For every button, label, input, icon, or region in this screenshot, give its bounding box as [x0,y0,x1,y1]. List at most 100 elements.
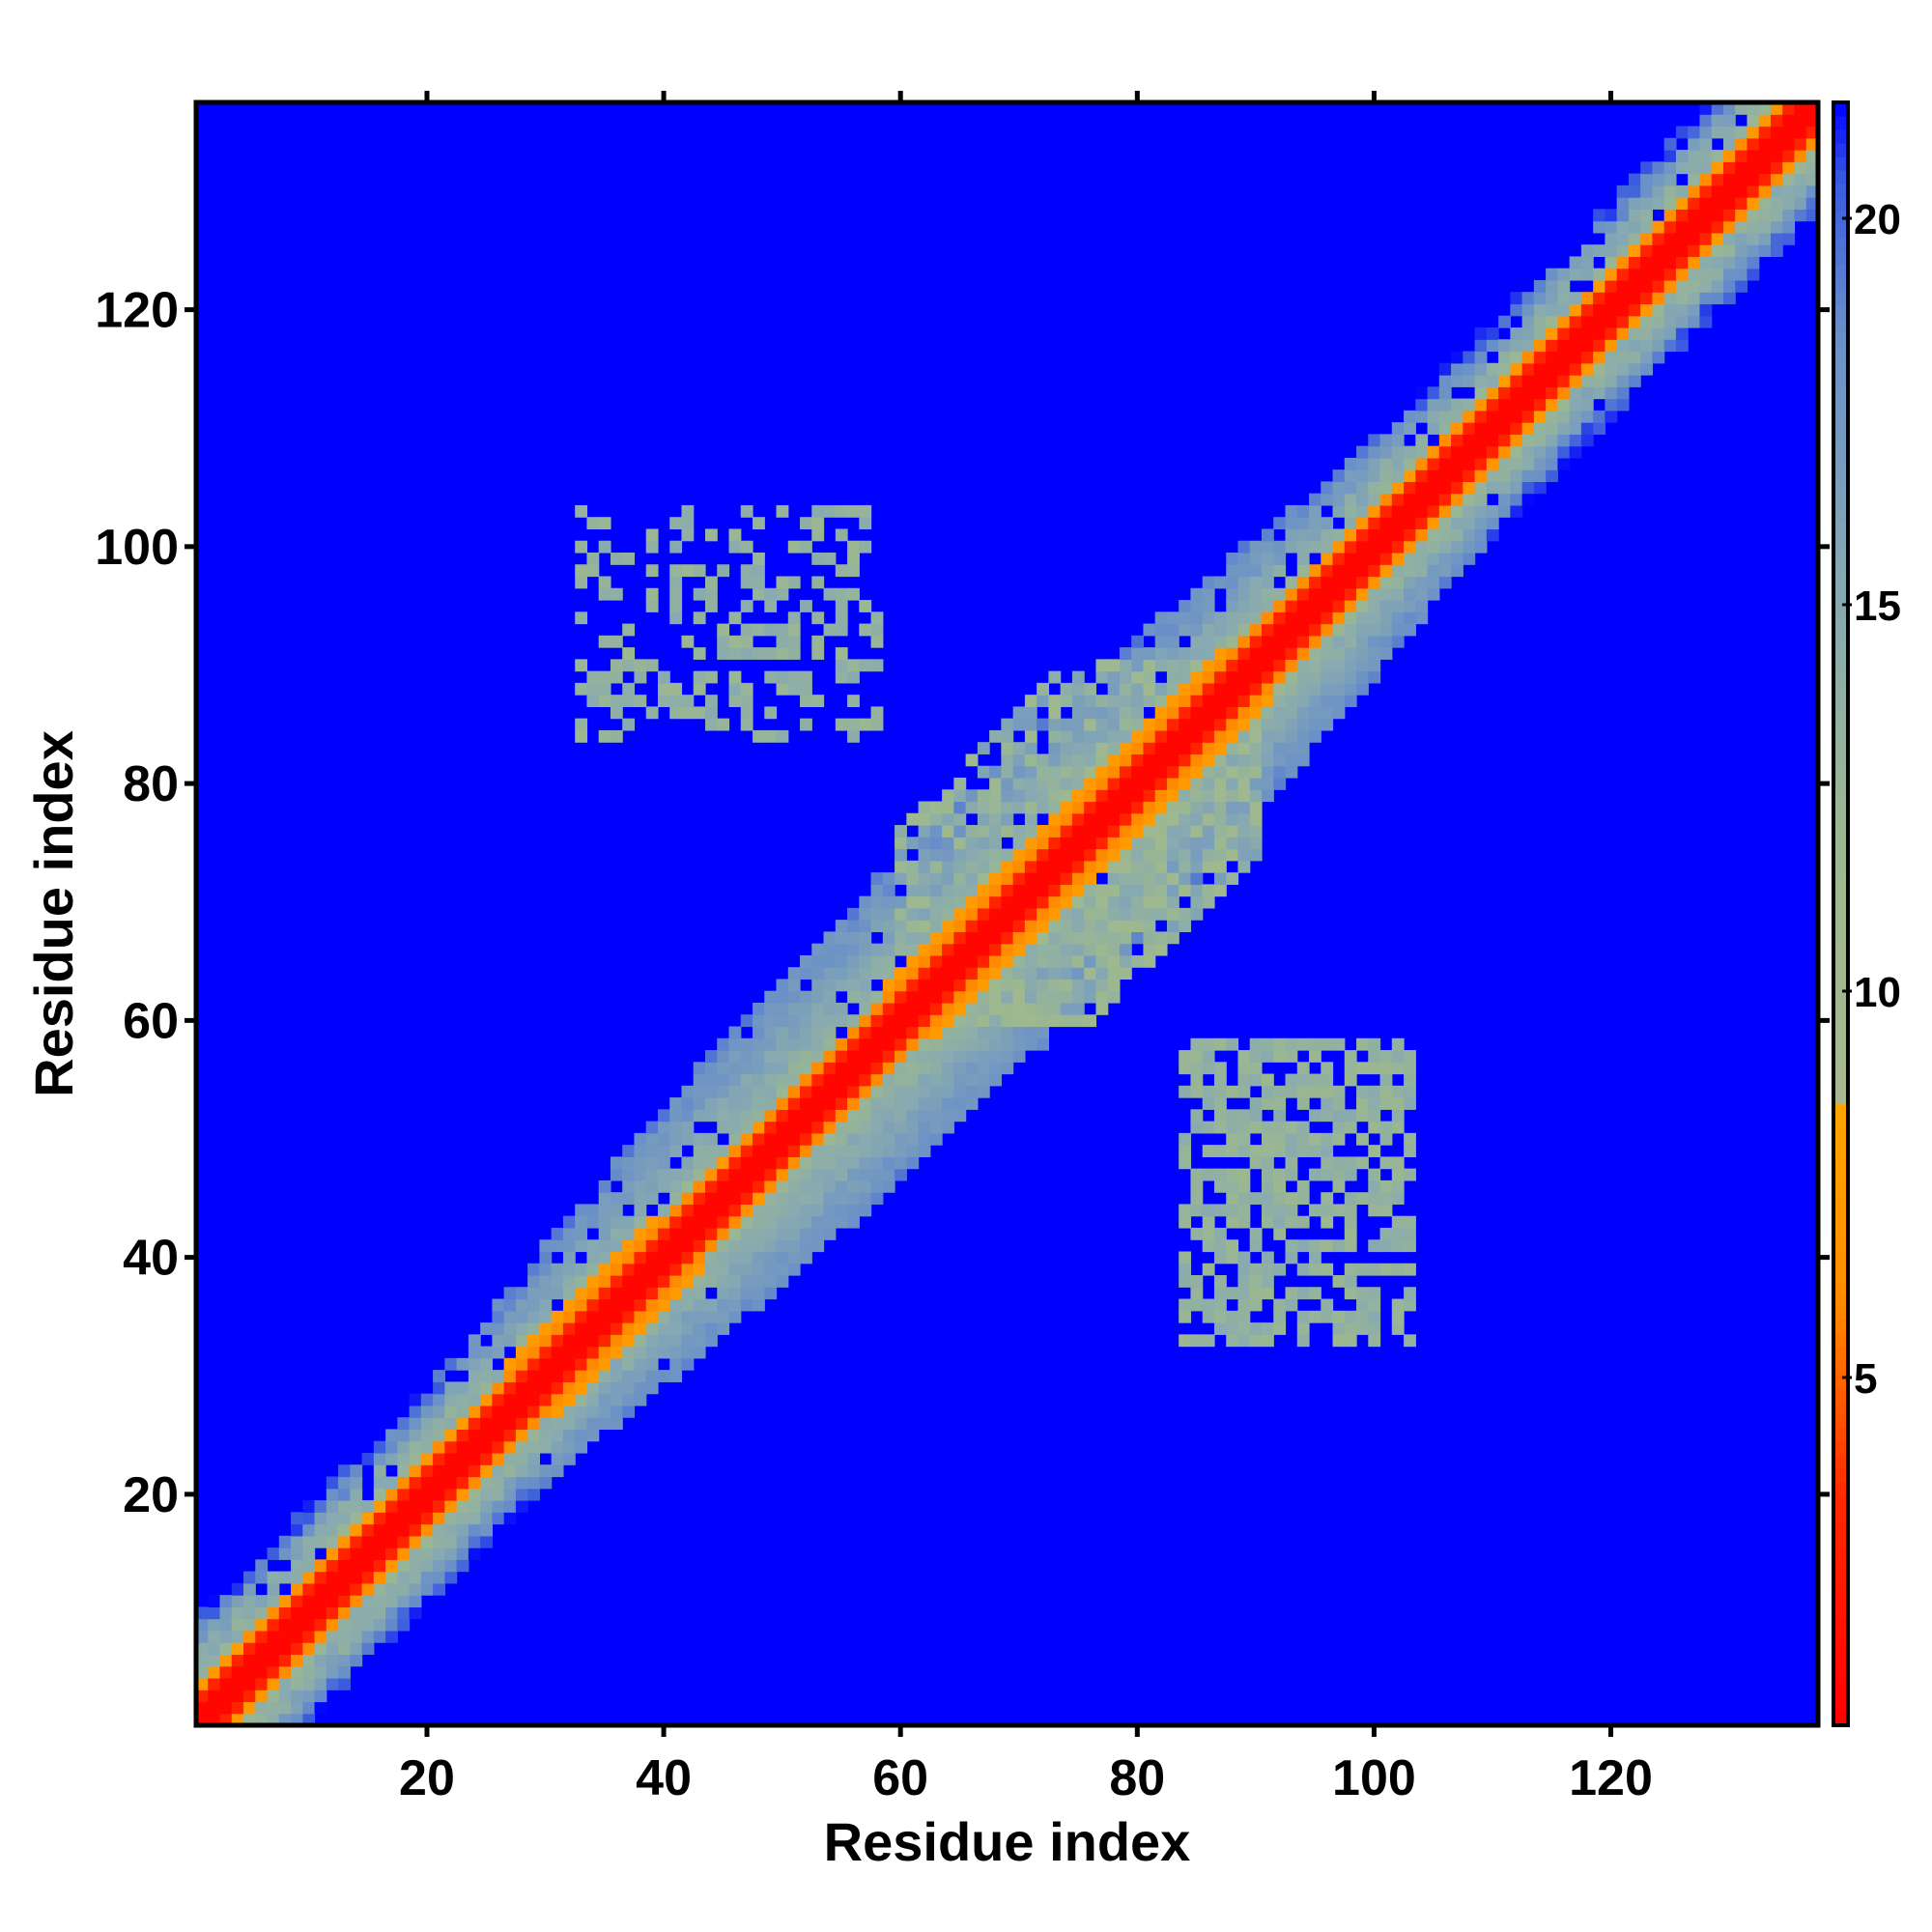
heatmap-cell [1048,742,1062,755]
colorbar-segment [1833,1563,1848,1577]
heatmap-cell [243,1677,256,1690]
heatmap-cell [1190,789,1204,803]
heatmap-cell [1024,777,1037,790]
heatmap-cell [1249,1322,1263,1335]
colorbar-segment [1833,1333,1848,1348]
heatmap-cell [1119,967,1132,980]
heatmap-cell [776,1132,789,1146]
heatmap-cell [1321,706,1334,720]
heatmap-cell [1557,315,1571,328]
heatmap-cell [1415,611,1429,625]
heatmap-cell [764,623,778,637]
heatmap-cell [1628,375,1641,387]
heatmap-cell [1391,1085,1405,1098]
heatmap-cell [1226,623,1239,637]
heatmap-cell [503,1500,517,1513]
heatmap-cell [267,1690,280,1703]
heatmap-cell [811,943,825,956]
heatmap-cell [302,1571,316,1584]
heatmap-cell [1782,137,1796,151]
heatmap-cell [1261,670,1274,684]
heatmap-cell [1368,540,1381,554]
heatmap-cell [444,1393,458,1406]
heatmap-cell [1580,386,1594,400]
heatmap-cell [456,1417,469,1431]
heatmap-cell [575,1370,588,1382]
heatmap-cell [1226,1287,1239,1300]
heatmap-cell [1060,907,1073,921]
heatmap-cell [208,1665,221,1679]
heatmap-cell [1237,611,1251,625]
heatmap-cell [1498,315,1511,328]
heatmap-cell [1521,493,1535,506]
heatmap-cell [302,1713,316,1726]
heatmap-cell [1309,695,1321,707]
heatmap-cell [989,1050,1002,1063]
heatmap-cell [1273,753,1287,767]
heatmap-cell [1237,1275,1251,1288]
heatmap-cell [1521,457,1535,470]
heatmap-cell [965,1097,979,1110]
heatmap-cell [302,1690,316,1703]
heatmap-cell [1546,410,1558,423]
heatmap-cell [764,1037,778,1051]
heatmap-cell [859,954,872,968]
heatmap-cell [787,635,801,648]
heatmap-cell [610,1346,623,1359]
heatmap-cell [468,1346,481,1359]
heatmap-cell [208,1713,221,1726]
heatmap-cell [598,1370,611,1382]
heatmap-cell [1546,292,1558,305]
heatmap-cell [503,1287,517,1300]
heatmap-cell [918,1014,931,1028]
heatmap-cell [1652,303,1665,317]
heatmap-cell [728,1192,742,1206]
heatmap-cell [492,1334,505,1348]
heatmap-cell [444,1476,458,1490]
heatmap-cell [326,1476,339,1490]
heatmap-cell [823,1204,837,1217]
colorbar-segment [1833,1495,1848,1510]
heatmap-cell [1735,209,1748,222]
colorbar-segment [1833,819,1848,834]
heatmap-cell [1084,848,1097,862]
heatmap-cell [1415,600,1429,612]
heatmap-cell [456,1440,469,1454]
heatmap-cell [811,1037,825,1051]
heatmap-cell [1309,564,1321,578]
heatmap-cell [764,1073,778,1087]
heatmap-cell [1640,220,1654,234]
heatmap-cell [776,1275,789,1288]
heatmap-cell [669,1239,683,1253]
heatmap-cell [1084,777,1097,790]
heatmap-cell [1321,1156,1334,1170]
heatmap-cell [823,1037,837,1051]
heatmap-cell [1237,1298,1251,1312]
heatmap-cell [1190,837,1204,850]
heatmap-cell [1024,872,1037,885]
heatmap-cell [1285,670,1298,684]
heatmap-cell [1794,137,1807,151]
heatmap-cell [515,1429,528,1442]
heatmap-cell [1226,670,1239,684]
heatmap-cell [645,1192,659,1206]
heatmap-cell [1296,1037,1310,1051]
colorbar-segment [1833,1076,1848,1091]
heatmap-cell [1001,860,1014,873]
heatmap-cell [1391,1109,1405,1122]
heatmap-cell [1296,1192,1310,1206]
heatmap-cell [1332,1085,1346,1098]
heatmap-cell [953,837,967,850]
heatmap-cell [1261,706,1274,720]
heatmap-cell [728,1132,742,1146]
heatmap-cell [728,611,742,625]
heatmap-cell [1166,931,1179,945]
heatmap-cell [811,528,825,542]
heatmap-cell [1296,659,1310,672]
heatmap-cell [1675,220,1689,234]
heatmap-cell [740,576,753,589]
heatmap-cell [717,1310,730,1323]
heatmap-cell [255,1606,269,1620]
heatmap-cell [1344,564,1357,578]
heatmap-cell [1226,1121,1239,1134]
